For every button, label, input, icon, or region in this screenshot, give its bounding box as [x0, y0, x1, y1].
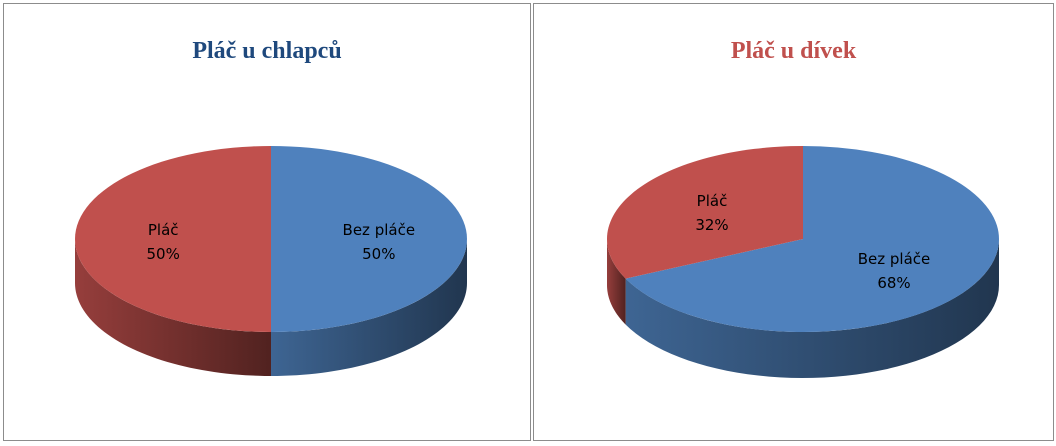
slice-label: Bez pláče — [858, 250, 931, 268]
chart-title: Pláč u chlapců — [192, 38, 342, 64]
pie-chart-girls: Bez pláče 68% Pláč 32% — [606, 146, 999, 378]
chart-title: Pláč u dívek — [730, 38, 857, 64]
slice-label: Pláč — [697, 192, 728, 210]
pie-slice-side — [271, 239, 467, 376]
chart-panel-boys: Pláč u chlapců Bez pláče 50% Pláč 50% — [3, 3, 531, 441]
slice-label: Bez pláče — [343, 221, 416, 239]
slice-value-label: 32% — [695, 216, 728, 234]
pie-slice-side — [625, 239, 999, 378]
pie-slice — [75, 146, 271, 332]
slice-value-label: 50% — [147, 245, 180, 263]
chart-panel-girls: Pláč u dívek Bez pláče 68% Pláč 32% — [533, 3, 1054, 441]
pie-slice-side — [607, 239, 626, 325]
pie-slice — [625, 146, 999, 332]
slice-value-label: 68% — [877, 274, 910, 292]
pie-slice — [271, 146, 467, 332]
pie-slice-side — [75, 239, 271, 376]
slice-label: Pláč — [148, 221, 179, 239]
pie-slice — [606, 146, 803, 279]
pie-chart-boys: Bez pláče 50% Pláč 50% — [75, 146, 467, 376]
slice-value-label: 50% — [362, 245, 395, 263]
